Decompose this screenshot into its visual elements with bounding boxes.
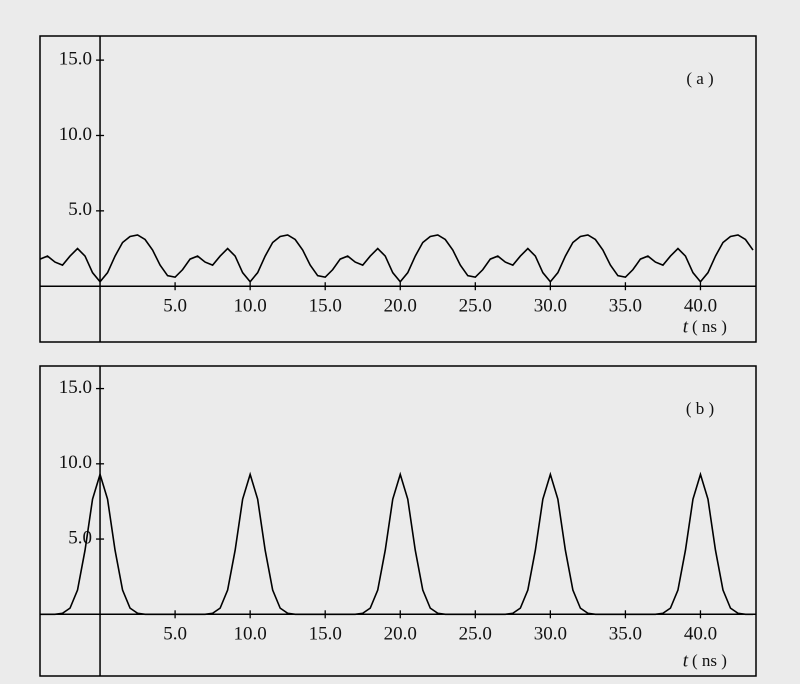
y-tick-label: 5.0 <box>68 199 92 220</box>
x-tick-label: 10.0 <box>234 296 267 317</box>
x-label-unit: ( ns ) <box>692 317 727 336</box>
x-tick-label: 30.0 <box>534 296 567 317</box>
panel-label: ( b ) <box>686 399 714 418</box>
series-line <box>40 471 753 616</box>
x-tick-label: 15.0 <box>309 296 342 317</box>
x-tick-label: 35.0 <box>609 296 642 317</box>
y-tick-label: 10.0 <box>59 452 92 473</box>
x-tick-label: 10.0 <box>234 624 267 645</box>
x-label-unit: ( ns ) <box>692 651 727 670</box>
x-tick-label: 30.0 <box>534 624 567 645</box>
y-tick-label: 10.0 <box>59 124 92 145</box>
plot-frame <box>39 35 757 343</box>
x-label-var: t <box>683 650 689 671</box>
panel-label: ( a ) <box>686 69 713 88</box>
x-tick-label: 25.0 <box>459 296 492 317</box>
x-tick-label: 35.0 <box>609 624 642 645</box>
y-tick-label: 15.0 <box>59 377 92 398</box>
x-tick-label: 5.0 <box>163 296 187 317</box>
x-label-var: t <box>683 316 689 337</box>
x-tick-label: 5.0 <box>163 624 187 645</box>
x-tick-label: 40.0 <box>684 296 717 317</box>
x-tick-label: 20.0 <box>384 624 417 645</box>
x-tick-label: 25.0 <box>459 624 492 645</box>
series-line <box>40 234 754 283</box>
y-tick-label: 15.0 <box>59 48 92 69</box>
x-tick-label: 40.0 <box>684 624 717 645</box>
x-tick-label: 20.0 <box>384 296 417 317</box>
plot-frame <box>39 365 757 677</box>
x-tick-label: 15.0 <box>309 624 342 645</box>
